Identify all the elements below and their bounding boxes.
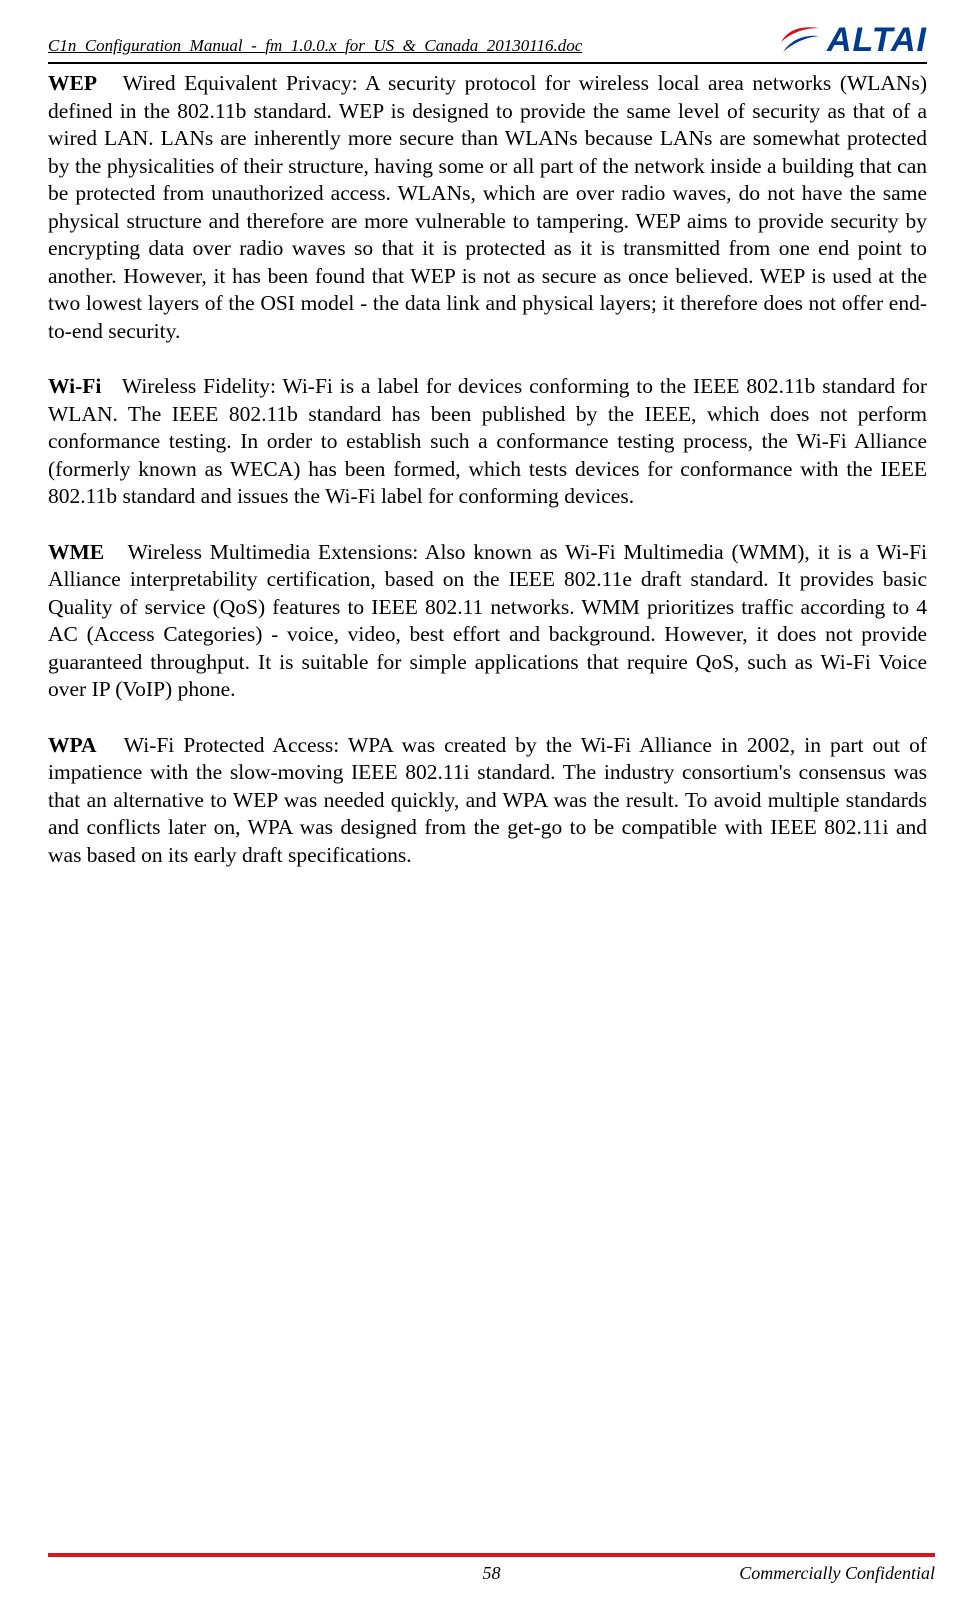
glossary-definition: Wired Equivalent Privacy: A security pro… [48,71,927,343]
page-footer: 58 Commercially Confidential [48,1553,935,1584]
page-header: C1n_Configuration_Manual_-_fm_1.0.0.x_fo… [48,22,927,64]
glossary-term: WEP [48,71,97,95]
glossary-definition: Wireless Multimedia Extensions: Also kno… [48,540,927,702]
glossary-definition: Wi-Fi Protected Access: WPA was created … [48,733,927,867]
glossary-entry: Wi-Fi Wireless Fidelity: Wi-Fi is a labe… [48,373,927,511]
glossary-term: WME [48,540,104,564]
glossary-entry: WME Wireless Multimedia Extensions: Also… [48,539,927,704]
footer-line: 58 Commercially Confidential [48,1563,935,1584]
page-number: 58 [48,1563,935,1584]
footer-rule [48,1553,935,1557]
glossary-definition: Wireless Fidelity: Wi-Fi is a label for … [48,374,927,508]
glossary-term: WPA [48,733,97,757]
brand-logo: ALTAI [779,22,927,60]
document-filename: C1n_Configuration_Manual_-_fm_1.0.0.x_fo… [48,36,582,60]
glossary-term: Wi-Fi [48,374,101,398]
document-body: WEP Wired Equivalent Privacy: A security… [48,70,927,869]
glossary-entry: WEP Wired Equivalent Privacy: A security… [48,70,927,345]
logo-swoosh-icon [779,22,821,58]
glossary-entry: WPA Wi-Fi Protected Access: WPA was crea… [48,732,927,870]
logo-text: ALTAI [827,23,927,57]
